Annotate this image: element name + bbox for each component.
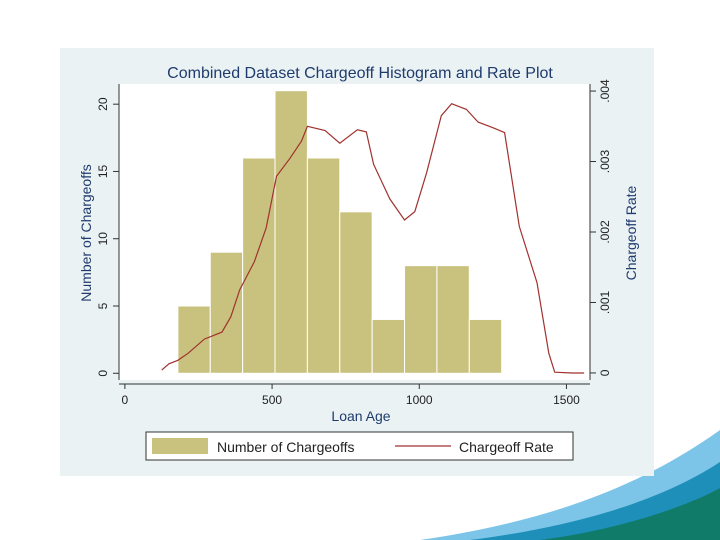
histogram-bars (177, 90, 503, 374)
x-tick-label-3: 1500 (553, 393, 580, 407)
histogram-bar-1 (209, 251, 244, 374)
x-tick-label-0: 0 (122, 393, 129, 407)
legend: Number of Chargeoffs Chargeoff Rate (145, 431, 574, 461)
chargeoff-rate-line (161, 102, 585, 374)
histogram-bar-6 (371, 318, 406, 374)
y-right-axis-title: Chargeoff Rate (623, 185, 639, 280)
legend-swatch-bars (152, 438, 208, 454)
histogram-bar-3 (274, 90, 308, 374)
y-right-axis-ticks: 0 .001 .002 .003 .004 (590, 79, 612, 376)
legend-label-line: Chargeoff Rate (459, 439, 554, 455)
histogram-bar-8 (436, 265, 470, 374)
y-left-tick-label-0: 0 (96, 370, 110, 377)
chart-title: Combined Dataset Chargeoff Histogram and… (167, 65, 553, 82)
histogram-bar-5 (339, 211, 373, 374)
histogram-bar-0 (177, 305, 211, 374)
x-axis-title: Loan Age (331, 408, 390, 424)
histogram-bar-4 (306, 157, 341, 374)
y-left-tick-label-4: 20 (96, 97, 110, 111)
histogram-bar-9 (468, 318, 503, 374)
y-left-axis-ticks: 0 5 10 15 20 (96, 97, 119, 377)
x-axis-ticks: 0 500 1000 1500 (122, 384, 580, 407)
x-tick-label-2: 1000 (406, 393, 433, 407)
legend-label-bars: Number of Chargeoffs (217, 439, 354, 455)
y-left-tick-label-2: 10 (96, 232, 110, 246)
y-right-tick-label-4: .004 (598, 79, 612, 103)
x-tick-label-1: 500 (262, 393, 282, 407)
y-right-tick-label-3: .003 (598, 150, 612, 174)
y-right-tick-label-1: .001 (598, 290, 612, 314)
y-left-tick-label-1: 5 (96, 302, 110, 309)
histogram-bar-7 (404, 265, 438, 374)
y-left-tick-label-3: 15 (96, 164, 110, 178)
wave-shape-front (540, 488, 720, 540)
y-right-tick-label-0: 0 (598, 369, 612, 376)
y-right-tick-label-2: .002 (598, 220, 612, 244)
y-left-axis-title: Number of Chargeoffs (78, 164, 94, 301)
histogram-bar-2 (242, 157, 276, 374)
legend-box (145, 431, 574, 461)
